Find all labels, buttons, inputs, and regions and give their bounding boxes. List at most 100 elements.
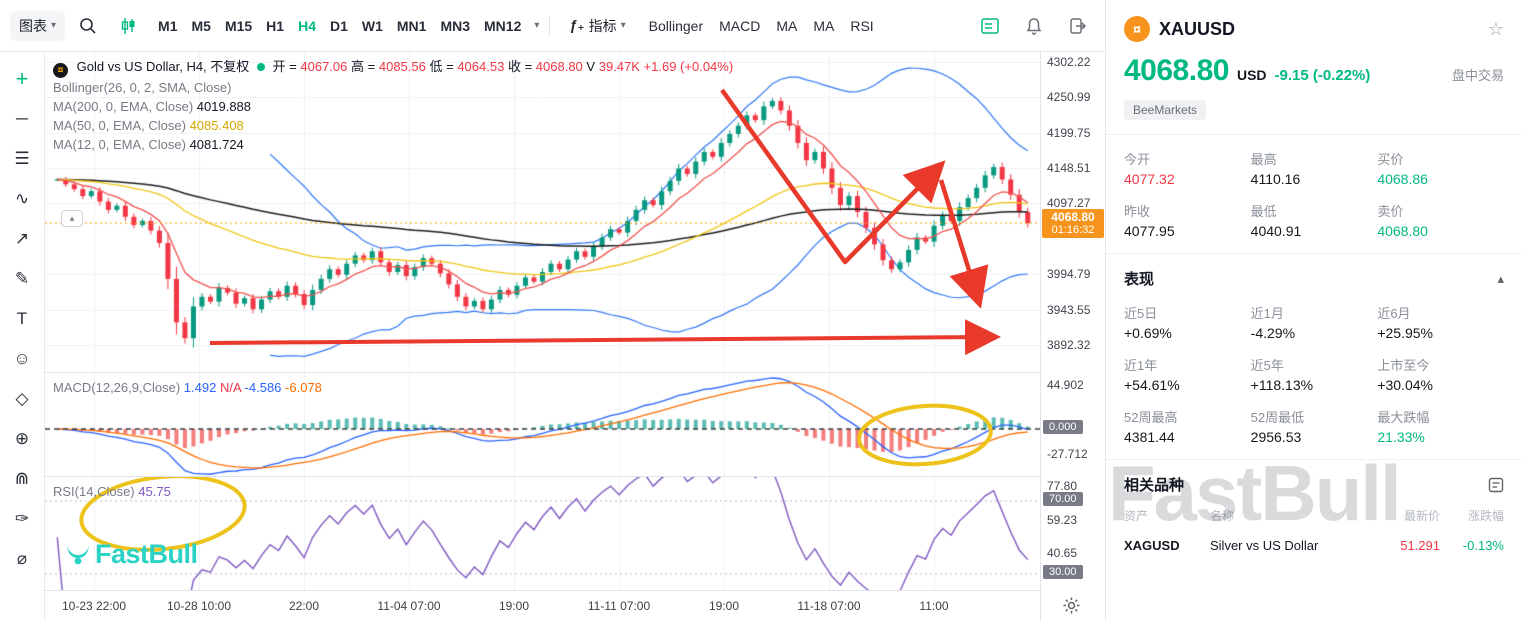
price-pane[interactable]: ¤ Gold vs US Dollar, H4, 不复权 开 = 4067.06… <box>45 52 1040 372</box>
axis-settings-gear-icon[interactable] <box>1063 597 1080 614</box>
rsi-canvas[interactable] <box>45 477 1040 591</box>
related-asset[interactable]: XAGUSD <box>1124 538 1180 553</box>
price-tick: 4199.75 <box>1047 125 1091 140</box>
perf-value: +25.95% <box>1377 325 1433 341</box>
forecast-icon[interactable]: ↗ <box>14 229 30 248</box>
stat-cell-近6月: 近6月 +25.95% <box>1377 303 1504 341</box>
time-tick[interactable]: 10-28 10:00 <box>166 599 232 613</box>
time-tick[interactable]: 11:00 <box>919 599 949 613</box>
magnet-icon[interactable]: ⋒ <box>14 469 30 488</box>
performance-title: 表现 <box>1124 271 1155 288</box>
stat-cell-近1年: 近1年 +54.61% <box>1124 355 1251 393</box>
low-label: 低 <box>429 59 443 74</box>
timeframe-more-icon[interactable]: ▾ <box>534 20 540 31</box>
bollinger-legend[interactable]: Bollinger(26, 0, 2, SMA, Close) <box>53 80 232 95</box>
indicators-button[interactable]: ƒ₊ 指标 ▾ <box>560 11 634 41</box>
price-axis[interactable]: 4302.22 4250.99 4199.75 4148.51 4097.27 3994.… <box>1040 52 1105 621</box>
broker-badge[interactable]: BeeMarkets <box>1124 100 1207 120</box>
search-icon[interactable] <box>71 11 105 41</box>
shapes-icon[interactable]: ◇ <box>15 389 29 408</box>
timeframe-M1[interactable]: M1 <box>158 17 178 34</box>
time-tick[interactable]: 10-23 22:00 <box>61 599 127 613</box>
rsi-tick: 70.00 <box>1043 492 1083 506</box>
panel-header: ¤ XAUUSD ☆ <box>1124 16 1504 42</box>
time-tick[interactable]: 22:00 <box>288 599 320 613</box>
macd-line-value: -4.586 <box>244 380 282 395</box>
currency-label: USD <box>1236 67 1267 83</box>
zoom-in-icon[interactable]: ⊕ <box>14 429 30 448</box>
chart-menu-label: 图表 <box>19 17 47 34</box>
perf-value: +0.69% <box>1124 325 1172 341</box>
timeframe-M15[interactable]: M15 <box>224 17 253 34</box>
brush-icon[interactable]: ✎ <box>14 269 30 288</box>
timeframe-MN12[interactable]: MN12 <box>484 17 522 34</box>
toolbar-right-icons <box>973 11 1095 41</box>
timeframe-H4[interactable]: H4 <box>298 17 316 34</box>
text-icon[interactable]: T <box>16 309 28 328</box>
emoji-icon[interactable]: ☺ <box>13 349 31 368</box>
gold-coin-icon: ¤ <box>53 63 68 78</box>
symbol-title[interactable]: Gold vs US Dollar, H4, 不复权 <box>76 59 250 74</box>
indicator-shortcut-ma-2[interactable]: MA <box>776 17 798 34</box>
indicator-shortcut-ma-3[interactable]: MA <box>813 17 835 34</box>
quote-stats-grid: 今开 4077.32 最高 4110.16 买价 4068.86 昨收 4077.95 最低 40… <box>1124 149 1504 239</box>
stat-cell-52周最高: 52周最高 4381.44 <box>1124 407 1251 445</box>
price-change: -9.15 (-0.22%) <box>1274 67 1371 84</box>
time-tick[interactable]: 11-11 07:00 <box>587 599 651 613</box>
patterns-icon[interactable]: ∿ <box>14 189 30 208</box>
legend-collapse-button[interactable]: ▴ <box>61 210 83 227</box>
indicator-shortcut-bollinger-0[interactable]: Bollinger <box>648 17 704 34</box>
ma12-legend[interactable]: MA(12, 0, EMA, Close) <box>53 137 186 152</box>
stat-cell-52周最低: 52周最低 2956.53 <box>1251 407 1378 445</box>
perf-label: 上市至今 <box>1377 358 1430 373</box>
price-tick: 3943.55 <box>1047 302 1091 317</box>
timeframe-W1[interactable]: W1 <box>361 17 383 34</box>
timeframe-H1[interactable]: H1 <box>266 17 285 34</box>
trendline-icon[interactable]: ─ <box>15 109 29 128</box>
fx-icon: ƒ₊ <box>569 17 585 33</box>
close-label: 收 <box>507 59 521 74</box>
ma200-legend[interactable]: MA(200, 0, EMA, Close) <box>53 99 194 114</box>
perf-value: 21.33% <box>1377 429 1425 445</box>
crosshair-icon[interactable]: + <box>15 66 29 91</box>
related-name: Silver vs US Dollar <box>1210 538 1319 553</box>
channels-icon[interactable]: ☰ <box>14 149 30 168</box>
collapse-chevron-icon[interactable]: ▴ <box>1497 270 1504 286</box>
timeframe-MN1[interactable]: MN1 <box>396 17 427 34</box>
indicator-shortcut-macd-1[interactable]: MACD <box>719 17 761 34</box>
time-tick[interactable]: 11-04 07:00 <box>377 599 441 613</box>
indicator-shortcut-rsi-4[interactable]: RSI <box>850 17 874 34</box>
perf-label: 近6月 <box>1377 306 1411 321</box>
alert-bell-icon[interactable] <box>1017 11 1051 41</box>
fastbull-wordmark: FastBull <box>95 539 198 569</box>
stat-value: 4077.95 <box>1124 223 1175 239</box>
stat-label: 卖价 <box>1377 204 1404 219</box>
rsi-tick: 59.23 <box>1047 512 1078 527</box>
highlighter-icon[interactable]: ✑ <box>14 509 30 528</box>
time-axis[interactable]: 10-23 22:00 10-28 10:00 22:00 11-04 07:00 19… <box>45 590 1040 621</box>
perf-value: 2956.53 <box>1250 429 1302 445</box>
exit-fullscreen-icon[interactable] <box>1061 11 1095 41</box>
rsi-label[interactable]: RSI(14,Close) <box>53 484 135 499</box>
panel-symbol-name: XAUUSD <box>1159 18 1236 39</box>
chart-menu-button[interactable]: 图表 ▾ <box>10 10 66 41</box>
last-price-badge: 4068.80 01:16:32 <box>1042 209 1104 239</box>
performance-grid: 近5日 +0.69% 近1月 -4.29% 近6月 +25.95% 近1年 +54.61% 近5… <box>1124 303 1504 445</box>
panel-layout-icon[interactable] <box>973 11 1007 41</box>
macd-label[interactable]: MACD(12,26,9,Close) <box>53 380 181 395</box>
timeframe-M5[interactable]: M5 <box>191 17 211 34</box>
timeframe-D1[interactable]: D1 <box>329 17 348 34</box>
related-list-icon[interactable] <box>1488 477 1504 493</box>
rsi-pane[interactable]: RSI(14,Close) 45.75 <box>45 476 1040 591</box>
eraser-icon[interactable]: ⌀ <box>16 549 28 568</box>
perf-label: 近5日 <box>1124 306 1158 321</box>
session-status: 盘中交易 <box>1451 68 1504 83</box>
favorite-star-icon[interactable]: ☆ <box>1487 18 1504 39</box>
timeframe-MN3[interactable]: MN3 <box>440 17 471 34</box>
time-tick[interactable]: 19:00 <box>708 599 740 613</box>
ma50-legend[interactable]: MA(50, 0, EMA, Close) <box>53 118 186 133</box>
macd-pane[interactable]: MACD(12,26,9,Close) 1.492 N/A -4.586 -6.… <box>45 372 1040 477</box>
time-tick[interactable]: 11-18 07:00 <box>797 599 861 613</box>
time-tick[interactable]: 19:00 <box>498 599 530 613</box>
candle-style-icon[interactable] <box>111 11 145 41</box>
